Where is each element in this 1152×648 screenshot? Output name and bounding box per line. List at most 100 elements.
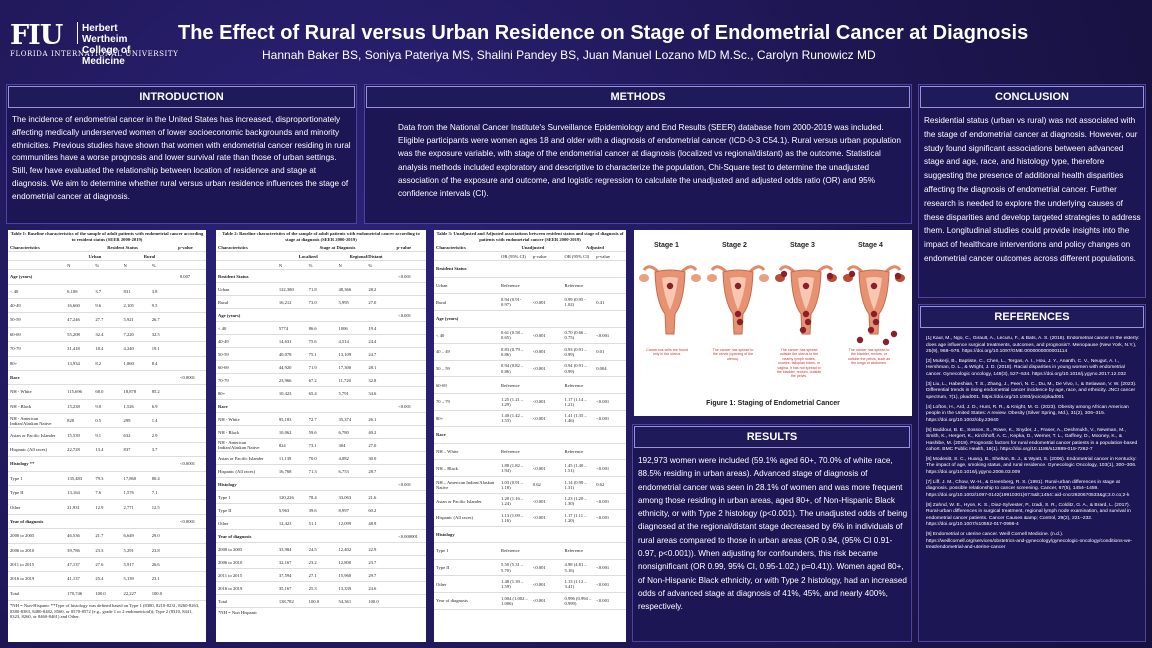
table-row: 50-59 47,246 27.7 5,921 26.7 bbox=[8, 313, 206, 328]
logo-university: FLORIDA INTERNATIONAL UNIVERSITY bbox=[10, 50, 179, 58]
table-cell: NH - American Indian/Alaskan Native bbox=[218, 439, 260, 451]
table-cell: 632 bbox=[123, 432, 131, 438]
table-cell: 7.6 bbox=[95, 490, 102, 496]
table-cell: 80+ bbox=[10, 360, 18, 366]
table-row: 2000 to 2005 33,984 24.5 12,402 22.9 bbox=[216, 543, 426, 557]
table-row: 40 – 49 0.83 (0.79 – 0.86) <0.001 0.93 (0.9… bbox=[434, 344, 626, 361]
table-cell: 12,402 bbox=[338, 546, 352, 552]
table-cell: Urban bbox=[436, 282, 448, 288]
table-row: Histology bbox=[434, 527, 626, 544]
table-row: Year of diagnosis 1.004 (1.002 – 1.006) <0… bbox=[434, 593, 626, 610]
table-cell: NH - Black bbox=[218, 429, 240, 435]
table-subheader-cell: Rural bbox=[143, 253, 156, 259]
table-cell: <0.001 bbox=[596, 581, 610, 587]
table-cell: 21.7 bbox=[95, 533, 104, 539]
table-cell: 5,917 bbox=[123, 562, 134, 568]
table-cell: 2011 to 2015 bbox=[218, 572, 243, 578]
table-cell: 55,208 bbox=[67, 331, 80, 337]
table-cell: Age (years) bbox=[436, 316, 459, 322]
table-cell: Hispanic (All races) bbox=[436, 515, 473, 521]
reference-item: [1] Kaul, M., Ngo, C., Girault, A., Lécu… bbox=[926, 336, 1140, 354]
table-cell: 13,339 bbox=[338, 585, 352, 591]
table-row: Age (years) 0.007 bbox=[8, 270, 206, 285]
table-cell: 3.7 bbox=[95, 288, 102, 294]
table-cell: 60.2 bbox=[368, 507, 377, 513]
table-colhead-row: N % N % bbox=[8, 261, 206, 271]
table-cell: 19.4 bbox=[368, 325, 377, 331]
table-row: 70 – 79 1.25 (1.21 – 1.29) <0.001 1.17 (1.1… bbox=[434, 394, 626, 411]
table-cell: 1.25 (1.21 – 1.29) bbox=[501, 396, 524, 407]
table-row: NH - Black 15,238 9.0 1,526 6.9 bbox=[8, 400, 206, 415]
table-cell: NH - Black bbox=[10, 403, 32, 409]
table-colhead-cell: N bbox=[67, 262, 71, 268]
table-row: < 40 5774 86.6 1006 19.4 bbox=[216, 322, 426, 336]
table-cell: 0.94 (0.91 – 0.99) bbox=[564, 363, 587, 374]
table-cell: 1.17 (1.14 – 1.21) bbox=[564, 396, 587, 407]
table-cell: 5,963 bbox=[278, 507, 290, 513]
table-cell: 0.01 bbox=[596, 349, 605, 355]
table-cell: 35,167 bbox=[278, 585, 292, 591]
reference-item: [4] Lofton, H., Ard, J. D., Hunt, R. R.,… bbox=[926, 404, 1129, 423]
table-row: 70-79 31,418 18.4 4,240 19.1 bbox=[8, 342, 206, 357]
table-cell: 13.4 bbox=[95, 446, 104, 452]
table-row: Histology ** <0.0001 bbox=[8, 457, 206, 472]
table-cell: 5.50 (5.31 – 5.70) bbox=[501, 562, 524, 573]
table-cell: 22,728 bbox=[67, 446, 80, 452]
table-cell: <0.001 bbox=[398, 312, 412, 318]
table-cell: 26.1 bbox=[368, 416, 377, 422]
table-cell: < 40 bbox=[436, 332, 445, 338]
table-cell: 75.6 bbox=[308, 338, 317, 344]
table-cell: 135,483 bbox=[67, 475, 83, 481]
table-cell: 26.7 bbox=[151, 317, 160, 323]
table-cell: Reference bbox=[564, 282, 584, 288]
tumor-spot bbox=[734, 282, 742, 290]
table-row: 2011 to 2015 47,137 27.6 5,917 26.6 bbox=[8, 558, 206, 573]
uterus-stage-3 bbox=[775, 265, 837, 335]
ovary bbox=[639, 274, 649, 282]
table-header-cell: p-value bbox=[178, 244, 193, 250]
table-cell: Reference bbox=[501, 448, 520, 454]
table-cell: 50 – 59 bbox=[436, 365, 450, 371]
table-row: < 40 0.61 (0.58 – 0.65) <0.001 0.70 (0.66 –… bbox=[434, 328, 626, 345]
table-row: NH - White 115,696 68.0 18,878 85.2 bbox=[8, 385, 206, 400]
table-header-cell: Unadjusted bbox=[521, 244, 545, 250]
table-cell: 47,246 bbox=[67, 317, 80, 323]
table-cell: 1.41 (1.35 – 1.46) bbox=[564, 413, 587, 424]
table-cell: Race bbox=[10, 375, 20, 381]
references-section bbox=[918, 304, 1146, 642]
reference-item: [6] Modesitt, S. C., Huang, B., Shelton,… bbox=[926, 456, 1137, 475]
table-cell: 0.62 bbox=[596, 482, 605, 488]
table-row: Year of diagnosis <0.000001 bbox=[216, 530, 426, 544]
table-cell: 41,137 bbox=[67, 576, 80, 582]
table-cell: Race bbox=[218, 403, 228, 409]
table-cell: <0.001 bbox=[596, 515, 610, 521]
table-cell: 100.0 bbox=[308, 598, 319, 604]
table-cell: 86.6 bbox=[308, 325, 317, 331]
table-cell: 1.40 (1.42 – 1.53) bbox=[501, 413, 524, 424]
table-2-title: Table 2: Baseline characteristics of the… bbox=[216, 230, 426, 244]
table-cell: 18.4 bbox=[95, 346, 104, 352]
figure-caption: Figure 1: Staging of Endometrial Cancer bbox=[706, 400, 840, 407]
table-cell: 138,782 bbox=[278, 598, 294, 604]
table-cell: Reference bbox=[501, 282, 520, 288]
results-heading: RESULTS bbox=[634, 426, 910, 448]
table-cell: 48,366 bbox=[338, 286, 352, 292]
table-row: Year of diagnosis <0.0001 bbox=[8, 515, 206, 530]
table-cell: 48.9 bbox=[368, 520, 377, 526]
table-cell: 44,920 bbox=[278, 364, 292, 370]
table-header-cell: p-value bbox=[396, 244, 412, 250]
table-cell: 2,105 bbox=[123, 303, 134, 309]
table-row: Rural 0.94 (0.91-0.97) <0.001 0.99 (0.95 - … bbox=[434, 294, 626, 311]
table-cell: Histology ** bbox=[10, 461, 35, 467]
table-cell: 170,746 bbox=[67, 590, 83, 596]
tumor-spot bbox=[734, 310, 742, 318]
tumor-spot bbox=[890, 330, 898, 338]
table-cell: 18,878 bbox=[123, 389, 137, 395]
tumor-spot bbox=[799, 326, 807, 334]
table-row: 50-59 40,078 75.1 13,109 24.7 bbox=[216, 348, 426, 362]
table-row: Type 1 Reference Reference bbox=[434, 543, 626, 560]
table-colhead-cell: % bbox=[368, 262, 373, 268]
table-cell: 7,220 bbox=[123, 331, 134, 337]
table-row: Asian or Pacific Islander 15,539 9.1 632 2.9 bbox=[8, 428, 206, 443]
table-cell: 23.7 bbox=[368, 559, 377, 565]
